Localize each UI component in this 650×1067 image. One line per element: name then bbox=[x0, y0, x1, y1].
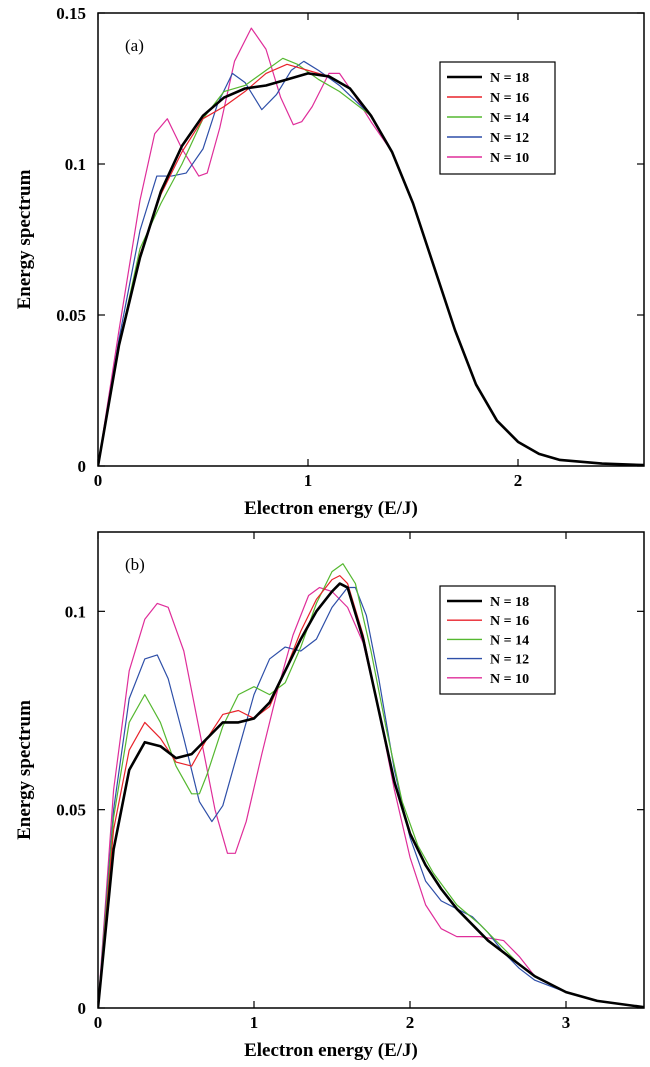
y-axis-label: Energy spectrum bbox=[14, 169, 35, 309]
x-tick-label: 3 bbox=[562, 1013, 571, 1032]
series-line-n-16 bbox=[98, 63, 644, 466]
y-tick-label: 0 bbox=[78, 999, 87, 1018]
x-axis-label: Electron energy (E/J) bbox=[244, 498, 418, 519]
legend: N = 18 N = 16 N = 14 N = 12 N = 10 bbox=[439, 61, 556, 175]
x-tick-label: 0 bbox=[94, 1013, 103, 1032]
panel-b: 0 1 2 3 0 0.05 0.1 (b) Electron energy (E/J) Ener… bbox=[14, 531, 645, 1061]
x-tick-label: 1 bbox=[304, 471, 313, 490]
legend-label: N = 16 bbox=[490, 614, 529, 629]
legend-label: N = 18 bbox=[490, 595, 529, 610]
legend-label: N = 12 bbox=[490, 131, 529, 146]
y-tick-label: 0.05 bbox=[56, 306, 86, 325]
plot-frame bbox=[97, 12, 645, 467]
legend: N = 18 N = 16 N = 14 N = 12 N = 10 bbox=[439, 585, 556, 695]
legend-label: N = 14 bbox=[490, 633, 529, 648]
legend-label: N = 18 bbox=[490, 71, 529, 86]
panel-a: 0 1 2 0 0.05 0.1 0.15 (a) Electron energy (E/J) E… bbox=[14, 4, 645, 519]
series-line-n-14 bbox=[98, 563, 644, 1008]
series-line-n-18 bbox=[98, 582, 644, 1008]
y-axis-label: Energy spectrum bbox=[14, 700, 35, 840]
legend-label: N = 10 bbox=[490, 151, 529, 166]
plot-frame bbox=[97, 531, 645, 1009]
series-line-n-18 bbox=[98, 72, 644, 466]
legend-label: N = 12 bbox=[490, 653, 529, 668]
series-line-n-14 bbox=[98, 57, 644, 466]
x-tick-label: 1 bbox=[250, 1013, 259, 1032]
x-tick-label: 2 bbox=[406, 1013, 415, 1032]
x-axis-label: Electron energy (E/J) bbox=[244, 1040, 418, 1061]
legend-label: N = 16 bbox=[490, 91, 529, 106]
panel-label: (a) bbox=[125, 36, 144, 55]
y-tick-label: 0.15 bbox=[56, 4, 86, 23]
legend-label: N = 10 bbox=[490, 672, 529, 687]
panel-label: (b) bbox=[125, 555, 145, 574]
y-tick-label: 0.1 bbox=[65, 602, 86, 621]
series-line-n-12 bbox=[98, 586, 644, 1008]
x-tick-label: 0 bbox=[94, 471, 103, 490]
y-tick-label: 0.1 bbox=[65, 155, 86, 174]
y-tick-label: 0.05 bbox=[56, 801, 86, 820]
legend-label: N = 14 bbox=[490, 111, 529, 126]
y-tick-label: 0 bbox=[78, 457, 87, 476]
series-line-n-10 bbox=[98, 586, 644, 1008]
series-line-n-10 bbox=[98, 27, 644, 466]
x-tick-label: 2 bbox=[514, 471, 523, 490]
legend-box bbox=[439, 61, 556, 175]
